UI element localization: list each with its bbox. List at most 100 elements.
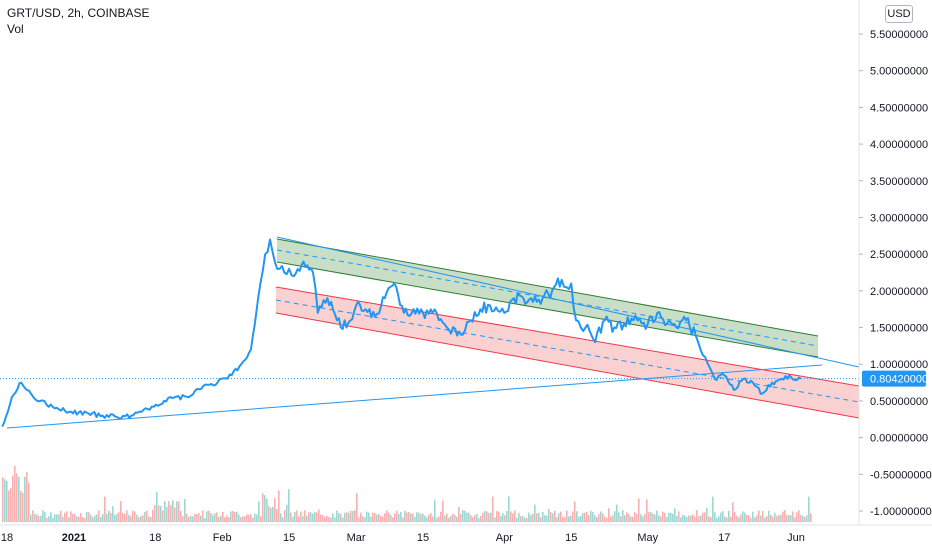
- volume-bar: [666, 517, 668, 522]
- price-tick-label: 2.00000000: [870, 286, 928, 298]
- volume-bar: [516, 517, 518, 522]
- volume-bar: [654, 514, 656, 522]
- volume-bar: [234, 512, 236, 522]
- volume-bar: [72, 514, 74, 522]
- volume-bar: [366, 511, 368, 522]
- volume-bar: [232, 510, 234, 522]
- volume-bar: [590, 510, 592, 522]
- price-axis[interactable]: 5.50000000 5.00000000 4.50000000 4.00000000…: [859, 29, 932, 518]
- price-tick-label: 3.50000000: [870, 176, 928, 188]
- price-tick-label: -1.00000000: [870, 506, 932, 518]
- lower-channel-bottom-edge[interactable]: [275, 312, 860, 419]
- volume-bar: [804, 516, 806, 522]
- volume-legend[interactable]: Vol: [7, 22, 24, 36]
- upper-channel-top-edge[interactable]: [276, 238, 819, 337]
- volume-bar: [182, 516, 184, 522]
- volume-bar: [566, 510, 568, 522]
- volume-bar: [614, 511, 616, 522]
- currency-button[interactable]: USD: [885, 5, 913, 23]
- volume-bar: [294, 511, 296, 522]
- volume-bar: [12, 475, 14, 522]
- volume-bar: [568, 516, 570, 522]
- volume-bar: [358, 517, 360, 522]
- volume-bar: [338, 512, 340, 522]
- price-tick-label: 5.50000000: [870, 29, 928, 41]
- volume-bar: [478, 517, 480, 522]
- volume-bar: [66, 511, 68, 522]
- volume-bar: [104, 496, 106, 522]
- volume-bar: [214, 513, 216, 522]
- volume-bar: [370, 516, 372, 522]
- volume-bar: [406, 512, 408, 522]
- support-trendline[interactable]: [6, 364, 823, 429]
- upper-channel-bottom-edge[interactable]: [276, 261, 819, 358]
- drawings[interactable]: [0, 236, 860, 429]
- volume-bar: [476, 513, 478, 522]
- volume-bar: [264, 495, 266, 522]
- volume-bar: [70, 511, 72, 522]
- price-line: [1, 238, 802, 428]
- volume-bar: [334, 517, 336, 522]
- upper-trendline[interactable]: [276, 236, 860, 368]
- volume-bar: [372, 512, 374, 522]
- volume-bar: [788, 515, 790, 522]
- symbol-title[interactable]: GRT/USD, 2h, COINBASE: [7, 6, 150, 20]
- volume-bar: [528, 512, 530, 522]
- volume-bar: [36, 514, 38, 522]
- volume-bar: [26, 472, 28, 522]
- volume-bar: [582, 512, 584, 522]
- volume-bar: [556, 517, 558, 522]
- volume-bar: [106, 514, 108, 522]
- volume-bar: [352, 511, 354, 522]
- volume-bar: [698, 516, 700, 522]
- volume-bar: [748, 515, 750, 522]
- volume-bar: [702, 512, 704, 522]
- volume-bar: [304, 510, 306, 522]
- volume-bar: [736, 515, 738, 522]
- volume-bar: [216, 512, 218, 522]
- volume-bar: [470, 515, 472, 522]
- volume-bar: [292, 516, 294, 522]
- volume-bar: [710, 516, 712, 522]
- volume-bar: [726, 517, 728, 522]
- volume-bar: [24, 476, 26, 522]
- volume-bar: [400, 511, 402, 522]
- volume-bar: [140, 515, 142, 522]
- volume-bar: [634, 511, 636, 522]
- volume-bar: [278, 490, 280, 522]
- volume-bar: [34, 514, 36, 522]
- volume-bar: [718, 516, 720, 522]
- volume-bar: [658, 515, 660, 522]
- volume-bar: [256, 514, 258, 522]
- volume-bar: [452, 513, 454, 522]
- volume-bar: [230, 511, 232, 522]
- volume-bar: [396, 510, 398, 522]
- volume-bar: [6, 480, 8, 522]
- volume-bar: [56, 514, 58, 522]
- time-axis[interactable]: 18 2021 18 Feb 15 Mar 15 Apr 15 May 17 Jun: [1, 532, 805, 544]
- volume-bar: [538, 512, 540, 522]
- volume-bar: [772, 516, 774, 522]
- volume-bar: [88, 512, 90, 522]
- volume-bar: [198, 513, 200, 522]
- volume-bar: [298, 516, 300, 522]
- volume-bar: [250, 514, 252, 522]
- volume-bar: [120, 501, 122, 522]
- volume-bar: [664, 512, 666, 522]
- price-tick-label: -0.50000000: [870, 469, 932, 481]
- volume-bar: [274, 498, 276, 522]
- volume-bar: [732, 502, 734, 522]
- volume-bar: [668, 512, 670, 522]
- volume-bar: [364, 517, 366, 522]
- volume-bar: [720, 512, 722, 522]
- volume-bar: [282, 517, 284, 522]
- price-series: [1, 238, 802, 428]
- volume-bar: [380, 515, 382, 522]
- volume-bar: [524, 517, 526, 522]
- volume-bar: [670, 512, 672, 522]
- volume-bar: [158, 505, 160, 522]
- volume-bar: [562, 516, 564, 522]
- volume-bar: [578, 516, 580, 522]
- volume-bar: [730, 516, 732, 522]
